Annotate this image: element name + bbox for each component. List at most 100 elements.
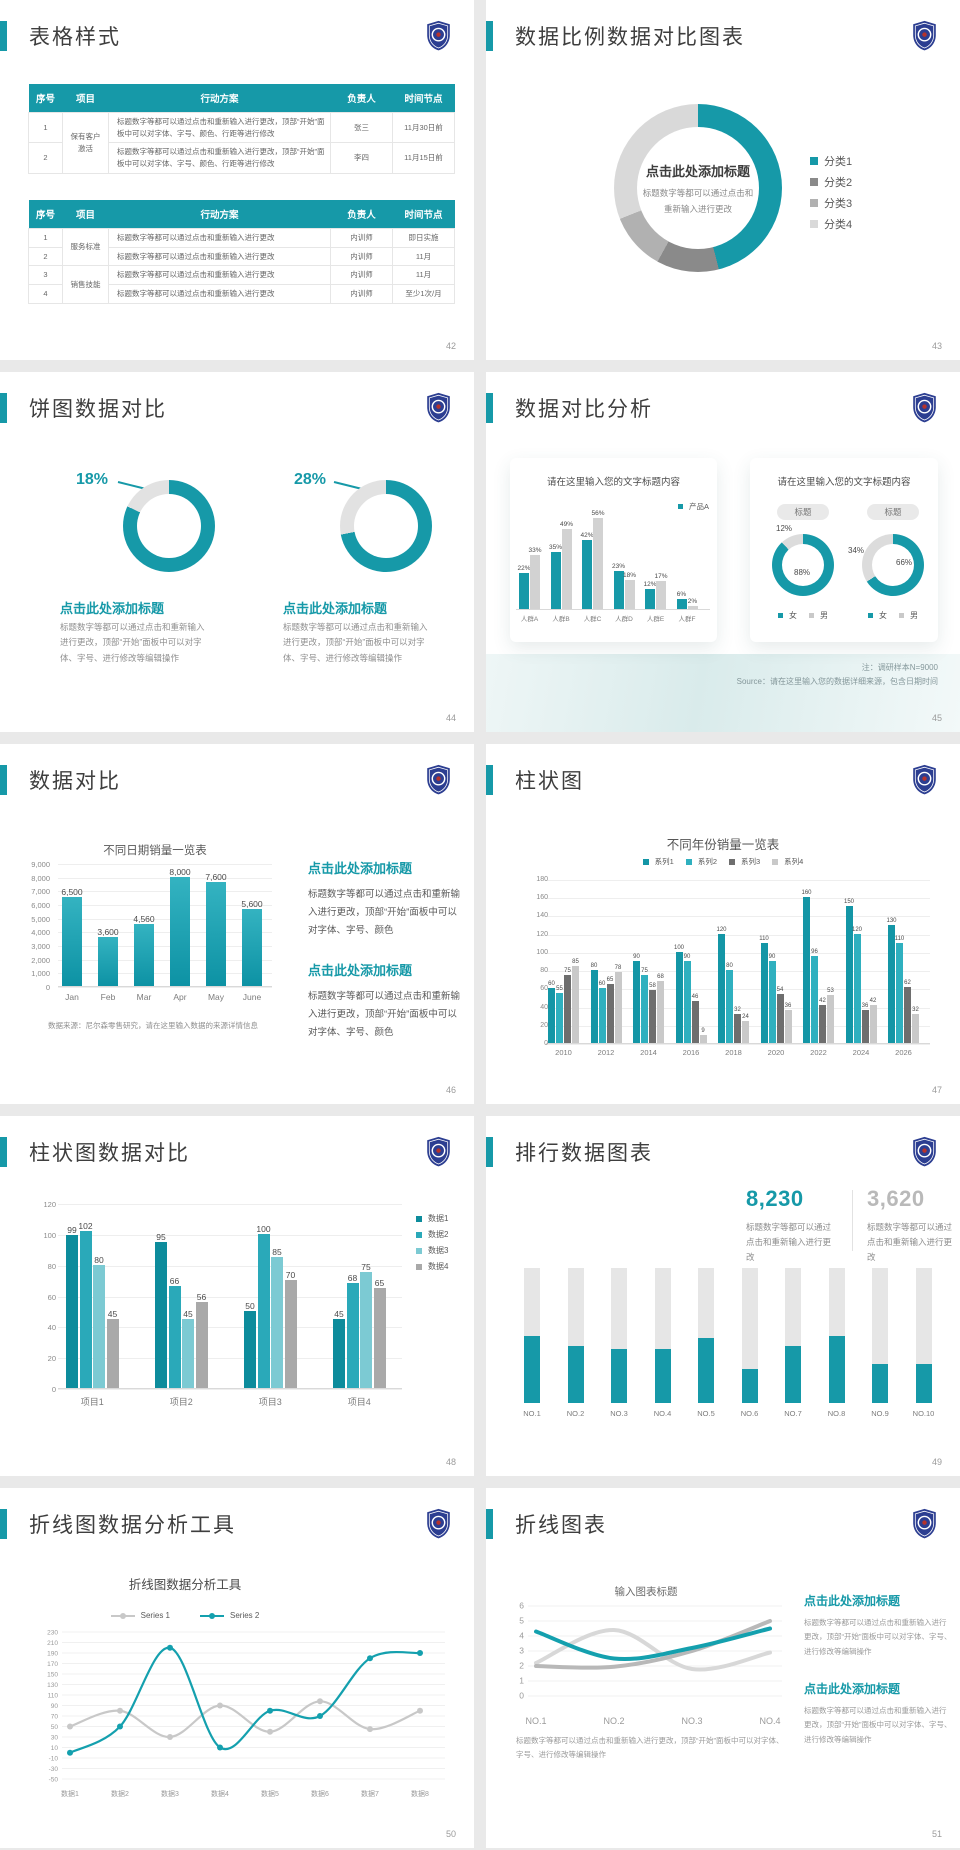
bar [675,951,683,1043]
vlab: 46 [691,994,699,1001]
vlab: 90 [633,954,640,960]
hole [137,494,201,558]
slide-title: 数据对比 [29,769,121,793]
slide-column-chart[interactable]: 柱状图 不同年份销量一览表 系列1 系列2 系列3 系列4 0 20 40 60 80 100 1… [486,744,960,1104]
page-number: 42 [445,341,456,351]
slide-ranking-chart[interactable]: 排行数据图表 8,230 标题数字等都可以通过点击和重新输入进行更改 3,620… [486,1116,960,1476]
bar [741,1268,758,1370]
title-accent-bar [486,392,493,423]
text-block: 点击此处添加标题 标题数字等都可以通过点击和重新输入进行更改，顶部“开始”面板中… [804,1680,952,1747]
litem: 分类3 [810,195,852,211]
vlab: 32 [734,1006,741,1013]
sw [416,1231,422,1238]
bar-chart: 0 1,000 2,000 3,000 4,000 5,000 6,000 7,000 8,00… [31,860,272,1002]
source-note: 数据来源：尼尔森零售研究，请在这里输入数据的来源详情信息 [48,1021,258,1030]
bar [550,551,561,609]
shield-logo-icon [425,20,452,51]
ytick: 20 [47,1354,56,1364]
ytick: 5,000 [31,914,50,924]
slide-table-styles[interactable]: 表格样式 序号 项目 行动方案 负责人 时间节点 1 保有客户激活 标题数字等都… [0,0,474,360]
svg-text:NO.3: NO.3 [681,1716,702,1726]
shield-logo-icon [911,392,938,423]
xlab: NO.10 [912,1409,935,1418]
bar [530,555,540,609]
vlab: 33% [528,547,542,555]
title-accent-bar [486,764,493,795]
bar-chart: 0 20 40 60 80 100 120 99 102 80 45 项目1 95 66 45 56 项目2 50… [43,1200,402,1407]
svg-text:数据4: 数据4 [211,1789,229,1798]
line-chart: 0 1 2 3 4 5 6 NO.1 NO.2 NO.3 NO.4 [519,1601,782,1726]
bar [62,897,82,986]
svg-text:50: 50 [51,1724,59,1731]
xlab: Feb [100,992,116,1002]
svg-text:6: 6 [519,1601,524,1611]
bar [242,909,262,986]
bar [872,1268,888,1364]
slide-bar-compare[interactable]: 数据对比 不同日期销量一览表 0 1,000 2,000 3,000 4,000 5,00… [0,744,474,1104]
bar [98,936,118,986]
xlab: Apr [173,992,187,1002]
cell-no: 4 [28,283,63,304]
bar [284,1280,297,1388]
vlab: 6% [676,591,687,599]
bar [598,988,606,1043]
legend-label: 分类3 [824,198,853,210]
bar [206,882,226,986]
vlab: 5,600 [241,899,263,910]
litem: 分类4 [810,216,852,232]
slide-donut-ratio[interactable]: 数据比例数据对比图表 点击此处添加标题 标题数字等都可以通过点击和重新输入进行更… [486,0,960,360]
gl [546,880,930,881]
xlab: 2022 [810,1048,827,1057]
bar [641,974,648,1043]
ytick: 3,000 [31,942,50,951]
gl [58,1296,402,1298]
slide-title: 折线图数据分析工具 [29,1513,236,1537]
slide-line-chart[interactable]: 折线图表 输入图表标题 0 1 2 3 4 5 6 NO.1 NO.2 NO.3 NO.4 标题数字… [486,1488,960,1848]
gl [546,971,930,973]
legend-label: 分类2 [824,177,853,189]
bar [134,923,154,986]
stat: 8,230 标题数字等都可以通过点击和重新输入进行更改 [746,1186,838,1265]
vlab: 80 [94,1254,104,1265]
svg-text:230: 230 [47,1630,58,1637]
slide-data-analysis[interactable]: 数据对比分析 请在这里输入您的文字标题内容 产品A 22% 33% 人群A 35% 49… [486,372,960,732]
slide-title: 折线图表 [515,1513,607,1537]
ytick: 160 [536,894,548,902]
svg-text:90: 90 [51,1703,59,1710]
svg-text:5: 5 [519,1616,524,1626]
vlab: 42 [869,997,877,1004]
bar [168,1286,181,1388]
slide-line-analysis[interactable]: 折线图数据分析工具 折线图数据分析工具 Series 1 Series 2 -50… [0,1488,474,1848]
svg-text:30: 30 [51,1735,59,1742]
gl [58,1358,402,1360]
slide-title: 饼图数据对比 [29,397,167,421]
svg-text:数据7: 数据7 [361,1789,379,1798]
ytick: 60 [540,985,548,993]
dlab: 34% [848,546,865,555]
vlab: 49% [559,520,573,528]
slide-grouped-bars[interactable]: 柱状图数据对比 0 20 40 60 80 100 120 99 102 80 45 项目1 95 66 4… [0,1116,474,1476]
xlab: 2012 [597,1048,615,1057]
svg-text:数据8: 数据8 [411,1789,429,1798]
svg-text:150: 150 [47,1672,58,1679]
donut-chart [614,104,782,272]
xlab: Jan [65,992,79,1002]
vlab: 9 [701,1027,705,1034]
cell-owner: 内训师 [330,246,393,267]
bar [742,1021,749,1043]
action-table-1: 序号 项目 行动方案 负责人 时间节点 1 保有客户激活 标题数字等都可以通过点… [28,84,455,174]
bar [611,1268,627,1349]
slide-pie-compare[interactable]: 饼图数据对比 18% 点击此处添加标题 标题数字等都可以通过点击和重新输入进行更… [0,372,474,732]
page-number: 48 [445,1457,456,1467]
legend-label: 女 [879,611,887,620]
donut-chart [340,480,432,572]
col-header: 项目 [62,200,109,229]
litem: 数据1 [416,1213,448,1224]
stat-body: 标题数字等都可以通过点击和重新输入进行更改 [867,1222,953,1262]
title-accent-bar [0,392,7,423]
xlab: Mar [136,992,152,1002]
vlab: 32 [912,1006,919,1013]
litem: 分类1 [810,153,852,169]
bar [872,1363,888,1403]
xlab: NO.9 [871,1409,889,1418]
